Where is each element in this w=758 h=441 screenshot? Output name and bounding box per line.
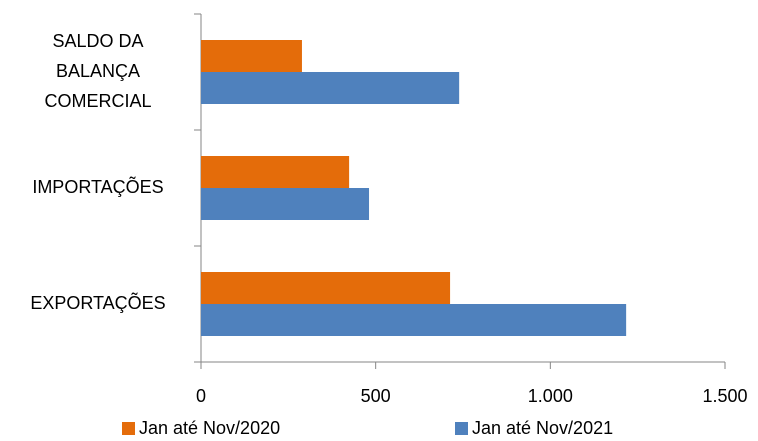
category-label: SALDO DA BALANÇA COMERCIAL xyxy=(44,31,151,111)
x-tick-label: 500 xyxy=(361,386,391,406)
bar xyxy=(201,188,370,220)
x-tick-label: 1.000 xyxy=(528,386,573,406)
bar xyxy=(201,156,350,188)
legend-label: Jan até Nov/2021 xyxy=(472,418,613,438)
category-label: IMPORTAÇÕES xyxy=(32,176,163,197)
x-tick-label: 1.500 xyxy=(702,386,747,406)
category-label: EXPORTAÇÕES xyxy=(30,292,165,313)
bar xyxy=(201,40,302,72)
legend-swatch xyxy=(455,422,468,435)
bar xyxy=(201,272,451,304)
x-tick-label: 0 xyxy=(196,386,206,406)
bar xyxy=(201,72,460,104)
bar xyxy=(201,304,627,336)
legend-swatch xyxy=(122,422,135,435)
legend-label: Jan até Nov/2020 xyxy=(139,418,280,438)
